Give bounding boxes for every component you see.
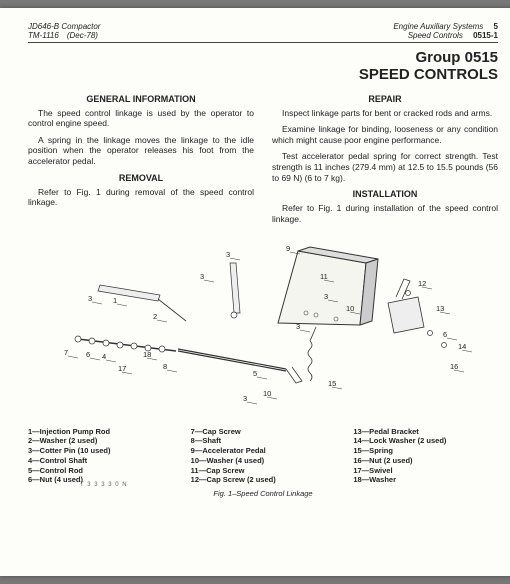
header-right: Engine Auxiliary Systems 5 Speed Control… — [393, 22, 498, 40]
parts-line: 4—Control Shaft — [28, 456, 173, 466]
section-heading-removal: REMOVAL — [28, 173, 254, 183]
callout-number: 16 — [450, 362, 458, 371]
callout-number: 6 — [443, 330, 447, 339]
page: JD646-B Compactor TM-1116 (Dec-78) Engin… — [0, 8, 510, 576]
parts-list: 1—Injection Pump Rod2—Washer (2 used)3—C… — [28, 427, 498, 486]
callout-number: 6 — [86, 350, 90, 359]
callout-number: 7 — [64, 348, 68, 357]
parts-line: 15—Spring — [353, 446, 498, 456]
callout-number: 3 — [200, 272, 204, 281]
group-title: Group 0515 SPEED CONTROLS — [28, 49, 498, 84]
callout-number: 10 — [346, 304, 354, 313]
parts-line: 1—Injection Pump Rod — [28, 427, 173, 437]
callout-number: 3 — [226, 250, 230, 259]
drawing-code: T 3 3 3 3 0 N — [80, 482, 128, 488]
parts-line: 18—Washer — [353, 475, 498, 485]
section-heading-installation: INSTALLATION — [272, 189, 498, 199]
body-text: Examine linkage for binding, looseness o… — [272, 124, 498, 145]
callout-number: 14 — [458, 342, 466, 351]
parts-line: 10—Washer (4 used) — [191, 456, 336, 466]
section-number: 5 — [494, 22, 498, 31]
body-text: A spring in the linkage moves the linkag… — [28, 135, 254, 167]
parts-line: 16—Nut (2 used) — [353, 456, 498, 466]
parts-line: 14—Lock Washer (2 used) — [353, 436, 498, 446]
callout-number: 13 — [436, 304, 444, 313]
left-column: GENERAL INFORMATION The speed control li… — [28, 92, 254, 231]
parts-line: 8—Shaft — [191, 436, 336, 446]
linkage-diagram: 39312311310312136141676417188515103 — [48, 241, 478, 421]
manual-line: TM-1116 (Dec-78) — [28, 31, 100, 40]
parts-line: 12—Cap Screw (2 used) — [191, 475, 336, 485]
callout-number: 3 — [296, 322, 300, 331]
callout-number: 4 — [102, 352, 106, 361]
parts-line: 13—Pedal Bracket — [353, 427, 498, 437]
right-column: REPAIR Inspect linkage parts for bent or… — [272, 92, 498, 231]
body-text: Test accelerator pedal spring for correc… — [272, 151, 498, 183]
figure-caption: Fig. 1–Speed Control Linkage — [28, 489, 498, 498]
callout-number: 8 — [163, 362, 167, 371]
parts-col-2: 7—Cap Screw8—Shaft9—Accelerator Pedal10—… — [191, 427, 336, 486]
section-heading-general: GENERAL INFORMATION — [28, 94, 254, 104]
body-text: Refer to Fig. 1 during installation of t… — [272, 203, 498, 224]
parts-line: 5—Control Rod — [28, 466, 173, 476]
figure-1: 39312311310312136141676417188515103 T 3 … — [28, 241, 498, 421]
body-text: Refer to Fig. 1 during removal of the sp… — [28, 187, 254, 208]
parts-line: 7—Cap Screw — [191, 427, 336, 437]
callout-number: 3 — [243, 394, 247, 403]
callout-number: 12 — [418, 279, 426, 288]
parts-line: 2—Washer (2 used) — [28, 436, 173, 446]
callout-number: 18 — [143, 350, 151, 359]
parts-col-1: 1—Injection Pump Rod2—Washer (2 used)3—C… — [28, 427, 173, 486]
callout-number: 5 — [253, 369, 257, 378]
parts-line: 3—Cotter Pin (10 used) — [28, 446, 173, 456]
callout-number: 11 — [320, 272, 328, 281]
section-heading-repair: REPAIR — [272, 94, 498, 104]
system-line: Engine Auxiliary Systems 5 — [393, 22, 498, 31]
parts-line: 9—Accelerator Pedal — [191, 446, 336, 456]
page-number: 0515-1 — [473, 31, 498, 40]
body-columns: GENERAL INFORMATION The speed control li… — [28, 92, 498, 231]
callout-number: 2 — [153, 312, 157, 321]
callout-number: 10 — [263, 389, 271, 398]
subsystem-line: Speed Controls 0515-1 — [393, 31, 498, 40]
callout-number: 15 — [328, 379, 336, 388]
parts-line: 11—Cap Screw — [191, 466, 336, 476]
callout-number: 9 — [286, 244, 290, 253]
header-rule — [28, 42, 498, 43]
callout-number: 17 — [118, 364, 126, 373]
page-header: JD646-B Compactor TM-1116 (Dec-78) Engin… — [28, 22, 498, 40]
model-line: JD646-B Compactor — [28, 22, 100, 31]
header-left: JD646-B Compactor TM-1116 (Dec-78) — [28, 22, 100, 40]
callout-number: 3 — [324, 292, 328, 301]
callout-number: 1 — [113, 296, 117, 305]
body-text: Inspect linkage parts for bent or cracke… — [272, 108, 498, 119]
parts-line: 17—Swivel — [353, 466, 498, 476]
callout-number: 3 — [88, 294, 92, 303]
body-text: The speed control linkage is used by the… — [28, 108, 254, 129]
parts-col-3: 13—Pedal Bracket14—Lock Washer (2 used)1… — [353, 427, 498, 486]
